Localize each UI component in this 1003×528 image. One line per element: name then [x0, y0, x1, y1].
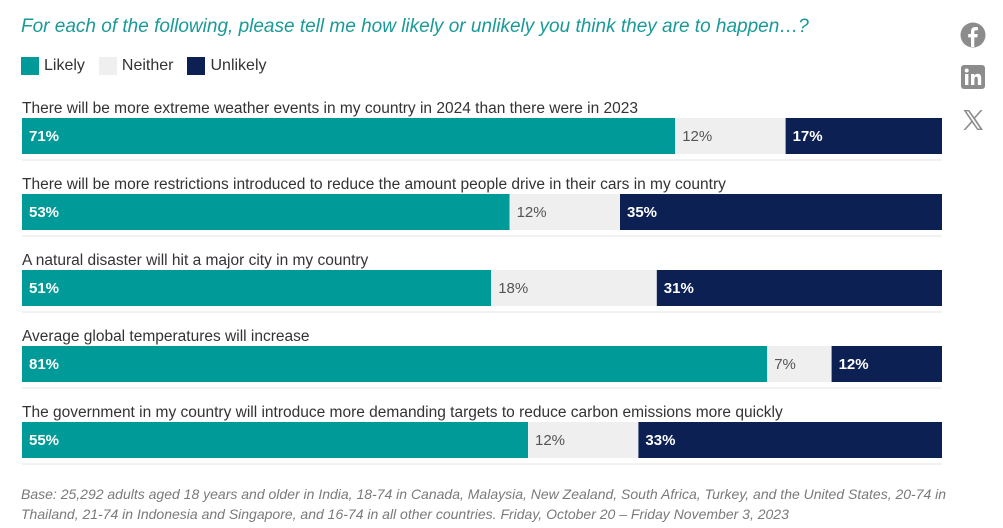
bar-segment-likely	[22, 346, 768, 382]
data-label: 12%	[682, 128, 712, 145]
data-label: 12%	[839, 356, 869, 373]
bar-segment-unlikely	[638, 422, 942, 458]
legend-label-neither: Neither	[121, 57, 174, 74]
bar-segment-unlikely	[785, 118, 942, 154]
bar-segment-likely	[22, 270, 492, 306]
bar-segment-unlikely	[656, 270, 942, 306]
share-facebook-button[interactable]	[958, 20, 988, 50]
bar-segment-neither	[675, 118, 786, 154]
bar-segment-likely	[22, 118, 676, 154]
legend-label-unlikely: Unlikely	[210, 57, 267, 74]
category-label: There will be more extreme weather event…	[22, 100, 638, 117]
category-label: The government in my country will introd…	[22, 404, 783, 421]
legend-swatch-unlikely	[187, 57, 206, 75]
stacked-bar-chart: There will be more extreme weather event…	[22, 100, 942, 465]
legend-label-likely: Likely	[44, 57, 85, 74]
category-label: Average global temperatures will increas…	[22, 328, 309, 345]
bar-segment-unlikely	[620, 194, 942, 230]
data-label: 17%	[793, 128, 823, 145]
legend-swatch-likely	[21, 57, 39, 75]
data-label: 12%	[517, 204, 547, 221]
bar-segment-neither	[491, 270, 657, 306]
legend-swatch-neither	[98, 57, 117, 75]
data-label: 35%	[627, 204, 657, 221]
footnote: Base: 25,292 adults aged 18 years and ol…	[21, 486, 947, 522]
chart-title: For each of the following, please tell m…	[21, 16, 809, 37]
data-label: 55%	[29, 432, 59, 449]
data-label: 51%	[29, 280, 59, 297]
x-icon	[963, 110, 983, 130]
legend-item-neither[interactable]: Neither	[98, 57, 174, 75]
bar-segment-neither	[767, 346, 832, 382]
legend: Likely Neither Unlikely	[21, 56, 281, 76]
data-label: 33%	[645, 432, 675, 449]
data-label: 7%	[774, 356, 796, 373]
data-label: 81%	[29, 356, 59, 373]
linkedin-icon	[961, 65, 985, 89]
facebook-icon	[960, 22, 986, 48]
share-linkedin-button[interactable]	[958, 62, 988, 92]
legend-item-likely[interactable]: Likely	[21, 57, 85, 75]
bar-segment-unlikely	[831, 346, 942, 382]
category-label: A natural disaster will hit a major city…	[22, 252, 369, 269]
share-x-button[interactable]	[958, 105, 988, 135]
bar-segment-neither	[528, 422, 639, 458]
bar-segment-likely	[22, 194, 510, 230]
data-label: 31%	[664, 280, 694, 297]
data-label: 71%	[29, 128, 59, 145]
bar-segment-neither	[509, 194, 620, 230]
legend-item-unlikely[interactable]: Unlikely	[187, 57, 267, 75]
data-label: 53%	[29, 204, 59, 221]
data-label: 12%	[535, 432, 565, 449]
bar-segment-likely	[22, 422, 528, 458]
data-label: 18%	[498, 280, 528, 297]
category-label: There will be more restrictions introduc…	[22, 176, 726, 193]
